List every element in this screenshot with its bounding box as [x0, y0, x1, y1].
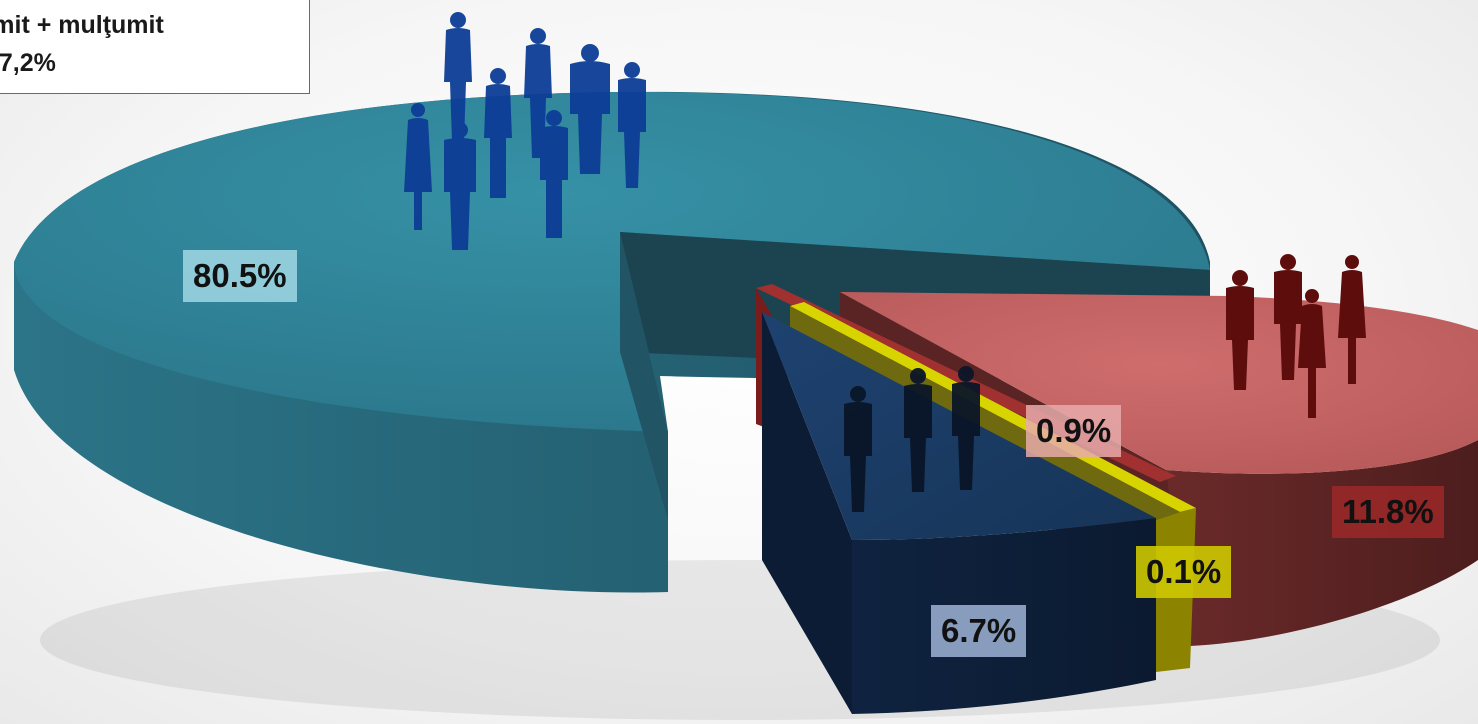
person-icon	[540, 110, 568, 238]
person-icon	[904, 368, 932, 492]
person-icon	[1338, 255, 1366, 384]
person-icon	[570, 44, 610, 174]
person-icon	[844, 386, 872, 512]
slice-6-7-side	[762, 312, 852, 714]
slice-0-1-top	[790, 302, 1196, 512]
person-icon	[404, 103, 432, 230]
data-label-80-5: 80.5%	[183, 250, 297, 302]
person-icon	[524, 28, 552, 158]
person-icon	[1298, 289, 1326, 418]
slice-80-5-inner-wall2	[620, 232, 668, 520]
people-silhouettes-teal	[404, 12, 646, 250]
person-icon	[484, 68, 512, 198]
person-icon	[1226, 270, 1254, 390]
people-silhouettes-navy	[844, 366, 980, 512]
data-label-0-9: 0.9%	[1026, 405, 1122, 457]
person-icon	[444, 122, 476, 250]
slice-80-5-top	[14, 91, 1210, 432]
person-icon	[1274, 254, 1302, 380]
data-label-6-7: 6.7%	[931, 605, 1027, 657]
people-silhouettes-red	[1226, 254, 1366, 418]
person-icon	[618, 62, 646, 188]
data-label-0-1: 0.1%	[1136, 546, 1232, 598]
data-label-11-8: 11.8%	[1332, 486, 1444, 538]
callout-box: umit + mulţumit 37,2%	[0, 0, 310, 94]
slice-0-1-wall	[790, 306, 1180, 520]
person-icon	[952, 366, 980, 490]
callout-line2: 37,2%	[0, 49, 56, 77]
person-icon	[444, 12, 472, 142]
callout-line1: umit + mulţumit	[0, 11, 164, 39]
